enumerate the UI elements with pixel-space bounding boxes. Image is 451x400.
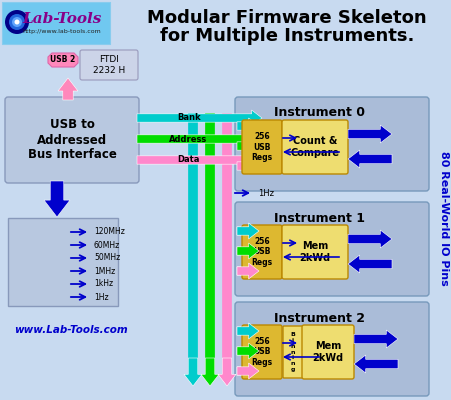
Text: for Multiple Instruments.: for Multiple Instruments. xyxy=(160,27,414,45)
Text: 256
USB
Regs: 256 USB Regs xyxy=(252,337,272,367)
Polygon shape xyxy=(58,78,78,100)
Text: USB 2: USB 2 xyxy=(51,56,76,64)
Polygon shape xyxy=(137,152,262,168)
Text: Count &
Compare: Count & Compare xyxy=(290,136,340,158)
Polygon shape xyxy=(237,363,259,379)
Text: Modular Firmware Skeleton: Modular Firmware Skeleton xyxy=(147,9,427,27)
Text: Instrument 1: Instrument 1 xyxy=(275,212,365,224)
Polygon shape xyxy=(237,343,259,359)
FancyBboxPatch shape xyxy=(242,325,282,379)
Text: 256
USB
Regs: 256 USB Regs xyxy=(252,237,272,267)
Polygon shape xyxy=(237,158,259,174)
Text: 120MHz: 120MHz xyxy=(94,228,125,236)
Text: Mem
2kWd: Mem 2kWd xyxy=(313,341,344,363)
Text: 1Hz: 1Hz xyxy=(258,188,274,198)
Polygon shape xyxy=(137,131,262,147)
Text: Bank: Bank xyxy=(177,114,200,122)
Text: 1kHz: 1kHz xyxy=(94,280,113,288)
FancyBboxPatch shape xyxy=(235,202,429,296)
Polygon shape xyxy=(348,125,392,143)
Text: Address: Address xyxy=(170,134,208,144)
Circle shape xyxy=(12,17,22,27)
Polygon shape xyxy=(237,363,259,379)
Text: 50MHz: 50MHz xyxy=(94,254,120,262)
Text: www.Lab-Tools.com: www.Lab-Tools.com xyxy=(14,325,128,335)
Text: Data: Data xyxy=(177,156,200,164)
Circle shape xyxy=(9,14,25,30)
Text: Instrument 0: Instrument 0 xyxy=(275,106,365,120)
Text: Lab-Tools: Lab-Tools xyxy=(22,12,101,26)
Polygon shape xyxy=(354,330,398,348)
Text: Mem
2kWd: Mem 2kWd xyxy=(299,241,331,263)
FancyBboxPatch shape xyxy=(235,97,429,191)
Text: Instrument 2: Instrument 2 xyxy=(275,312,365,324)
Polygon shape xyxy=(218,358,236,386)
Polygon shape xyxy=(237,138,259,154)
Text: 80 Real-World IO Pins: 80 Real-World IO Pins xyxy=(439,151,449,285)
Text: http://www.lab-tools.com: http://www.lab-tools.com xyxy=(23,30,101,34)
Polygon shape xyxy=(184,358,202,386)
Text: USB to
Addressed
Bus Interface: USB to Addressed Bus Interface xyxy=(28,118,116,162)
Polygon shape xyxy=(348,255,392,273)
FancyBboxPatch shape xyxy=(5,97,139,183)
Text: 1Hz: 1Hz xyxy=(94,292,109,302)
Polygon shape xyxy=(237,223,259,239)
Text: FTDI
2232 H: FTDI 2232 H xyxy=(93,55,125,75)
Polygon shape xyxy=(237,323,259,339)
Polygon shape xyxy=(348,150,392,168)
Bar xyxy=(2,2,110,44)
FancyBboxPatch shape xyxy=(242,120,282,174)
FancyBboxPatch shape xyxy=(235,302,429,396)
Polygon shape xyxy=(354,355,398,373)
Polygon shape xyxy=(201,358,219,386)
Polygon shape xyxy=(48,53,78,67)
Bar xyxy=(8,218,118,306)
FancyBboxPatch shape xyxy=(282,120,348,174)
Polygon shape xyxy=(237,263,259,279)
Circle shape xyxy=(14,20,19,24)
Polygon shape xyxy=(237,243,259,259)
FancyBboxPatch shape xyxy=(302,325,354,379)
Polygon shape xyxy=(237,118,259,134)
FancyBboxPatch shape xyxy=(242,225,282,279)
Polygon shape xyxy=(237,343,259,359)
Polygon shape xyxy=(237,243,259,259)
Text: 256
USB
Regs: 256 USB Regs xyxy=(252,132,272,162)
FancyBboxPatch shape xyxy=(80,50,138,80)
Polygon shape xyxy=(237,263,259,279)
Text: 60MHz: 60MHz xyxy=(94,240,120,250)
Polygon shape xyxy=(137,110,262,126)
Polygon shape xyxy=(237,223,259,239)
FancyBboxPatch shape xyxy=(282,225,348,279)
Text: B
i
n
n
i
n
g: B i n n i n g xyxy=(290,332,295,372)
Circle shape xyxy=(5,10,29,34)
Polygon shape xyxy=(348,230,392,248)
Polygon shape xyxy=(237,323,259,339)
Text: 1MHz: 1MHz xyxy=(94,266,115,276)
Polygon shape xyxy=(44,181,70,217)
FancyBboxPatch shape xyxy=(283,326,303,378)
